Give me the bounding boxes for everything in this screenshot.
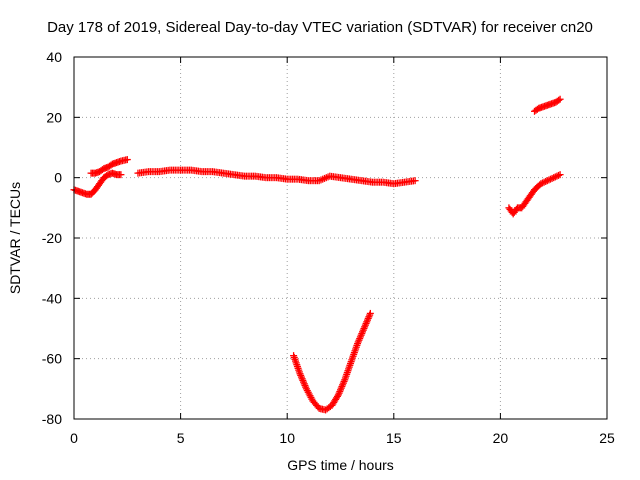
data-point (550, 174, 558, 182)
data-point (358, 330, 366, 338)
data-point (555, 96, 563, 104)
data-point (366, 309, 374, 317)
data-point (297, 371, 305, 379)
data-point (551, 173, 559, 181)
chart-title: Day 178 of 2019, Sidereal Day-to-day VTE… (47, 19, 593, 36)
data-point (539, 179, 547, 187)
data-point (359, 328, 367, 336)
y-axis-label: SDTVAR / TECUs (7, 181, 23, 295)
y-tick-label: -40 (42, 290, 62, 306)
data-point (362, 319, 370, 327)
data-point (299, 376, 307, 384)
data-point (338, 382, 346, 390)
data-point (354, 338, 362, 346)
data-point (298, 375, 306, 383)
y-tick-label: -80 (42, 411, 62, 427)
plot-border (73, 56, 608, 420)
x-tick-label: 0 (70, 430, 78, 446)
axis-ticks: 0 5 10 15 20 25 -80 -60 -40 -20 0 20 40 (42, 49, 615, 446)
data-point (354, 340, 362, 348)
data-point (548, 174, 556, 182)
y-tick-label: -20 (42, 230, 62, 246)
data-point (334, 391, 342, 399)
data-point (537, 180, 545, 188)
data-point (297, 373, 305, 381)
x-tick-label: 5 (177, 430, 185, 446)
x-axis-label: GPS time / hours (287, 457, 394, 473)
data-point (302, 383, 310, 391)
data-point (337, 384, 345, 392)
data-point (554, 171, 562, 179)
data-point (356, 333, 364, 341)
data-point (364, 316, 372, 324)
data-point (356, 335, 364, 343)
data-point (123, 156, 131, 164)
grid (74, 57, 607, 419)
data-point (337, 386, 344, 394)
data-point (540, 178, 548, 186)
data-point (543, 177, 551, 185)
x-tick-label: 25 (599, 430, 615, 446)
data-point (366, 311, 374, 319)
y-tick-label: 0 (54, 170, 62, 186)
data-point (361, 321, 369, 329)
data-point (117, 171, 125, 179)
data-point (301, 381, 309, 389)
data-point (365, 313, 373, 321)
data-point (360, 325, 368, 332)
x-tick-label: 10 (279, 430, 295, 446)
data-point (333, 392, 341, 400)
data-point (545, 176, 553, 184)
data-points (70, 95, 564, 414)
data-point (553, 172, 561, 180)
data-point (364, 314, 372, 322)
x-tick-label: 15 (386, 430, 402, 446)
data-point (300, 380, 308, 388)
data-point (339, 379, 347, 387)
data-point (556, 171, 564, 179)
data-point (339, 381, 347, 389)
x-tick-label: 20 (493, 430, 509, 446)
data-point (296, 370, 304, 378)
y-tick-label: 20 (46, 109, 62, 125)
y-tick-label: 40 (46, 49, 62, 65)
data-point (357, 331, 365, 339)
data-point (300, 378, 308, 386)
data-point (411, 177, 419, 185)
data-point (336, 388, 344, 396)
data-point (340, 377, 348, 385)
data-point (335, 389, 343, 397)
data-point (547, 175, 555, 183)
data-point (363, 318, 371, 326)
y-tick-label: -60 (42, 351, 62, 367)
data-point (355, 336, 363, 344)
data-point (359, 326, 367, 334)
data-point (556, 95, 564, 103)
data-point (542, 177, 550, 185)
data-point (361, 323, 369, 331)
